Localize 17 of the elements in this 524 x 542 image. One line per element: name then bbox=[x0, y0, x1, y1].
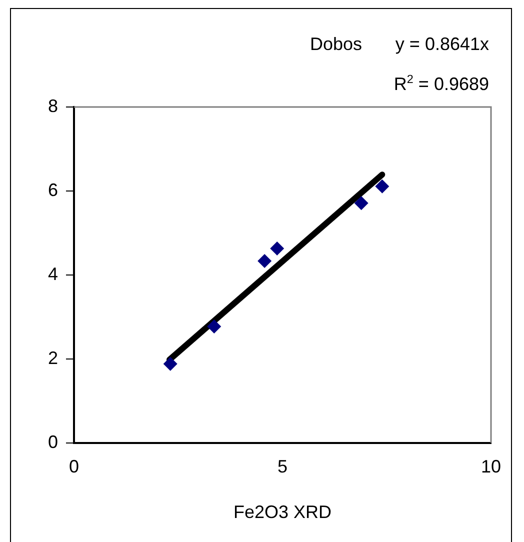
x-tick-label: 0 bbox=[69, 456, 80, 477]
x-tick-label: 10 bbox=[480, 456, 502, 477]
y-tick-label: 4 bbox=[48, 264, 58, 284]
text: y = 0.8641x bbox=[395, 34, 490, 54]
point bbox=[163, 356, 178, 371]
point bbox=[354, 196, 368, 210]
y-tick-label: 6 bbox=[48, 180, 58, 200]
point bbox=[207, 320, 222, 334]
point bbox=[258, 254, 272, 268]
y-tick-label: 0 bbox=[48, 432, 58, 452]
y-tick-label: 8 bbox=[48, 96, 58, 116]
point bbox=[375, 179, 390, 194]
point bbox=[270, 241, 284, 256]
y-tick-label: 2 bbox=[48, 348, 58, 368]
x-axis-title: Fe2O3 XRD bbox=[233, 502, 332, 522]
chart-title: Dobos bbox=[310, 34, 362, 54]
x-tick-label: 5 bbox=[278, 456, 288, 477]
